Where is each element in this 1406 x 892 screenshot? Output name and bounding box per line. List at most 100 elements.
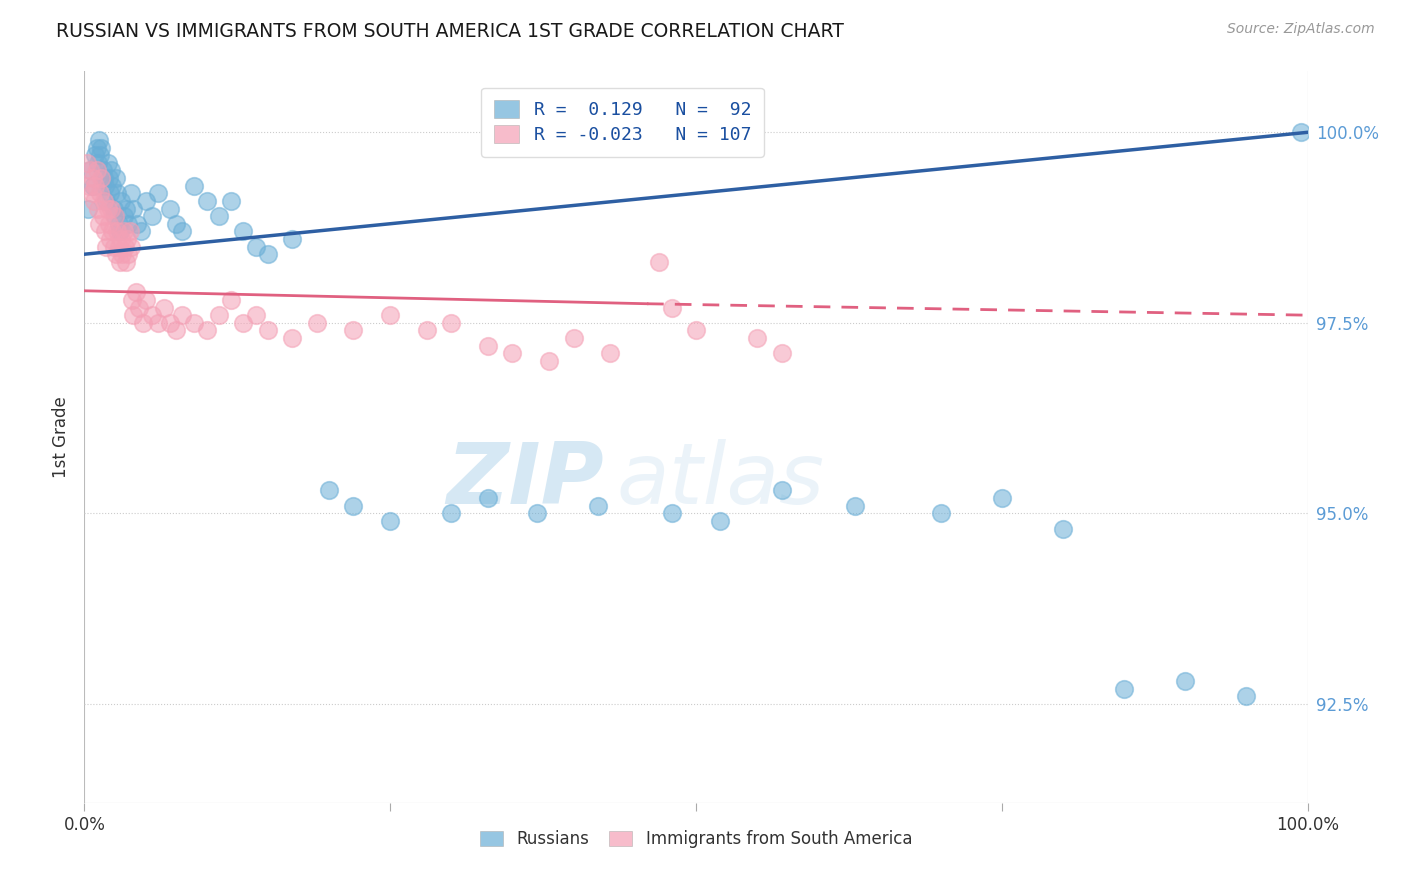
Point <box>122 202 145 216</box>
Point <box>111 247 134 261</box>
Point <box>117 247 139 261</box>
Point <box>103 202 125 216</box>
Point <box>770 483 793 498</box>
Point <box>305 316 328 330</box>
Point <box>120 186 142 201</box>
Point <box>141 308 163 322</box>
Text: Source: ZipAtlas.com: Source: ZipAtlas.com <box>1227 22 1375 37</box>
Point <box>770 346 793 360</box>
Point <box>120 239 142 253</box>
Point <box>141 209 163 223</box>
Point <box>648 255 671 269</box>
Point <box>93 171 115 186</box>
Point <box>146 186 169 201</box>
Point <box>97 155 120 169</box>
Point <box>107 217 129 231</box>
Point <box>172 308 194 322</box>
Point <box>77 202 100 216</box>
Point <box>86 140 108 154</box>
Point <box>87 217 110 231</box>
Point <box>195 323 218 337</box>
Point <box>117 217 139 231</box>
Point <box>101 224 124 238</box>
Point <box>87 155 110 169</box>
Point <box>79 163 101 178</box>
Point <box>586 499 609 513</box>
Point <box>105 186 128 201</box>
Point <box>661 506 683 520</box>
Point <box>257 323 280 337</box>
Point <box>125 285 148 300</box>
Point <box>477 338 499 352</box>
Point <box>110 194 132 208</box>
Point <box>991 491 1014 505</box>
Point <box>219 194 242 208</box>
Point <box>80 186 103 201</box>
Point <box>159 202 181 216</box>
Text: atlas: atlas <box>616 440 824 523</box>
Point <box>86 163 108 178</box>
Point <box>94 224 117 238</box>
Point <box>128 301 150 315</box>
Point <box>105 247 128 261</box>
Point <box>159 316 181 330</box>
Point <box>709 514 731 528</box>
Point <box>538 354 561 368</box>
Y-axis label: 1st Grade: 1st Grade <box>52 396 70 478</box>
Point <box>97 217 120 231</box>
Point <box>103 239 125 253</box>
Point <box>135 194 157 208</box>
Point <box>104 209 127 223</box>
Point <box>232 224 254 238</box>
Point <box>257 247 280 261</box>
Point <box>219 293 242 307</box>
Point <box>97 171 120 186</box>
Point <box>77 178 100 193</box>
Point <box>1114 681 1136 696</box>
Point <box>380 308 402 322</box>
Point <box>477 491 499 505</box>
Point <box>93 194 115 208</box>
Point <box>208 209 231 223</box>
Point <box>98 232 121 246</box>
Point <box>685 323 707 337</box>
Point <box>89 186 111 201</box>
Point <box>440 316 463 330</box>
Point <box>502 346 524 360</box>
Point <box>82 178 104 193</box>
Point <box>76 155 98 169</box>
Point <box>245 239 267 253</box>
Point <box>342 499 364 513</box>
Point <box>1236 689 1258 703</box>
Point <box>115 255 138 269</box>
Point <box>101 178 124 193</box>
Point <box>100 202 122 216</box>
Point <box>165 323 187 337</box>
Point <box>1052 522 1074 536</box>
Point <box>342 323 364 337</box>
Point <box>146 316 169 330</box>
Point <box>125 217 148 231</box>
Point <box>100 163 122 178</box>
Point <box>104 209 127 223</box>
Point <box>165 217 187 231</box>
Point <box>115 232 138 246</box>
Point <box>122 308 145 322</box>
Point <box>844 499 866 513</box>
Point <box>89 148 111 162</box>
Point <box>90 171 112 186</box>
Point <box>318 483 340 498</box>
Point <box>107 239 129 253</box>
Point <box>87 133 110 147</box>
Point <box>232 316 254 330</box>
Point <box>110 232 132 246</box>
Point <box>115 202 138 216</box>
Point <box>440 506 463 520</box>
Point <box>105 224 128 238</box>
Point <box>1291 125 1313 139</box>
Point <box>1174 673 1197 688</box>
Point <box>94 178 117 193</box>
Point <box>84 178 107 193</box>
Point <box>129 224 152 238</box>
Point <box>84 148 107 162</box>
